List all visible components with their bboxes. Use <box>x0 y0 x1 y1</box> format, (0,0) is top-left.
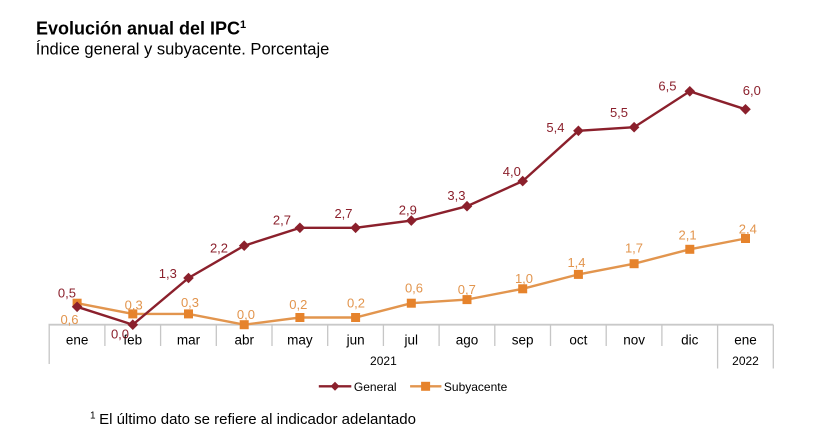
svg-text:Subyacente: Subyacente <box>444 380 508 394</box>
svg-text:mar: mar <box>177 332 201 347</box>
svg-text:abr: abr <box>234 332 254 347</box>
svg-text:2,2: 2,2 <box>210 240 228 255</box>
svg-text:1,3: 1,3 <box>159 266 177 281</box>
svg-text:0,0: 0,0 <box>237 307 255 322</box>
svg-text:oct: oct <box>569 332 587 347</box>
svg-text:2,9: 2,9 <box>399 202 417 217</box>
svg-text:1,0: 1,0 <box>515 271 533 286</box>
svg-text:0,5: 0,5 <box>58 286 76 301</box>
svg-text:1El último dato se refiere al: 1 El último dato se refiere al indicador … <box>90 411 416 428</box>
svg-text:0,3: 0,3 <box>125 298 143 313</box>
svg-text:Índice general y subyacente. P: Índice general y subyacente. Porcentaje <box>36 40 330 59</box>
svg-text:ago: ago <box>456 332 479 347</box>
svg-text:5,4: 5,4 <box>546 120 564 135</box>
svg-text:1,4: 1,4 <box>567 255 585 270</box>
svg-text:General: General <box>354 380 397 394</box>
svg-text:0,7: 0,7 <box>458 282 476 297</box>
svg-text:feb: feb <box>123 332 142 347</box>
svg-text:2,1: 2,1 <box>679 228 697 243</box>
svg-text:2021: 2021 <box>370 354 397 368</box>
svg-text:jun: jun <box>346 332 365 347</box>
svg-text:2,7: 2,7 <box>334 206 352 221</box>
svg-text:sep: sep <box>512 332 534 347</box>
svg-text:5,5: 5,5 <box>610 105 628 120</box>
svg-text:ene: ene <box>734 332 757 347</box>
svg-text:0,3: 0,3 <box>181 295 199 310</box>
svg-text:nov: nov <box>623 332 645 347</box>
svg-text:ene: ene <box>66 332 89 347</box>
svg-text:4,0: 4,0 <box>503 164 521 179</box>
svg-text:dic: dic <box>681 332 699 347</box>
svg-text:6,5: 6,5 <box>658 78 676 93</box>
svg-text:2,4: 2,4 <box>739 222 757 237</box>
svg-text:0,6: 0,6 <box>405 281 423 296</box>
svg-text:jul: jul <box>404 332 419 347</box>
svg-text:0,0: 0,0 <box>111 326 129 341</box>
svg-text:0,6: 0,6 <box>60 312 78 327</box>
svg-text:2022: 2022 <box>732 354 759 368</box>
svg-text:0,2: 0,2 <box>289 297 307 312</box>
svg-text:6,0: 6,0 <box>743 83 761 98</box>
svg-text:Evolución anual del IPC1: Evolución anual del IPC1 <box>36 18 246 38</box>
svg-text:1,7: 1,7 <box>625 241 643 256</box>
svg-text:0,2: 0,2 <box>347 295 365 310</box>
svg-text:2,7: 2,7 <box>273 213 291 228</box>
svg-text:3,3: 3,3 <box>447 188 465 203</box>
svg-text:may: may <box>287 332 313 347</box>
